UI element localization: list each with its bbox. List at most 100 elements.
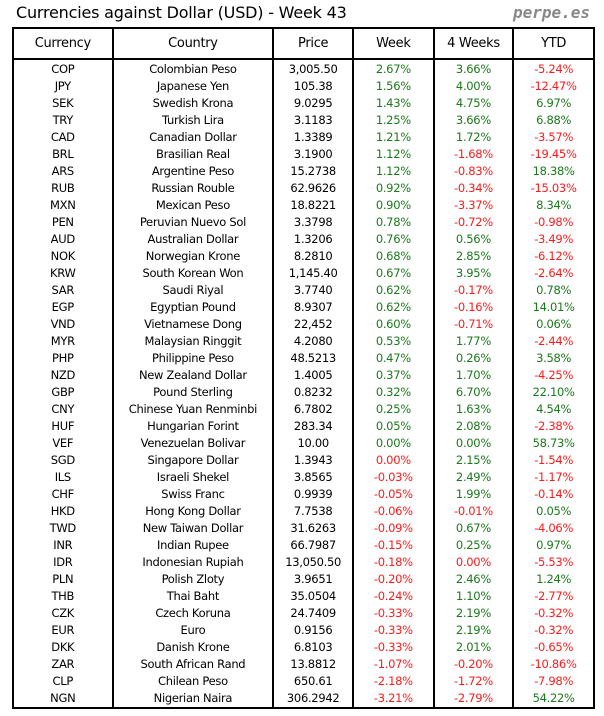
four-weeks-change: 1.72% — [432, 129, 515, 146]
four-weeks-change: 3.66% — [432, 112, 515, 129]
four-weeks-change: 1.70% — [432, 367, 515, 384]
four-weeks-change: 0.56% — [432, 231, 515, 248]
price: 3.8565 — [272, 469, 355, 486]
ytd-change: -19.45% — [512, 146, 595, 163]
week-change: -0.06% — [352, 503, 435, 520]
currency-code: CHF — [12, 486, 114, 503]
ytd-change: -4.25% — [512, 367, 595, 384]
currency-code: SAR — [12, 282, 114, 299]
table-row: CAD Canadian Dollar 1.3389 1.21% 1.72% -3.57% — [12, 129, 595, 146]
country-name: Mexican Peso — [111, 197, 275, 214]
four-weeks-change: 0.00% — [432, 435, 515, 452]
four-weeks-change: 0.25% — [432, 537, 515, 554]
four-weeks-change: 2.01% — [432, 639, 515, 656]
table-row: RUB Russian Rouble 62.9626 0.92% -0.34% -15.0… — [12, 180, 595, 197]
four-weeks-change: 6.70% — [432, 384, 515, 401]
table-row: SGD Singapore Dollar 1.3943 0.00% 2.15% -1.54… — [12, 452, 595, 469]
week-change: 0.53% — [352, 333, 435, 350]
table-row: EGP Egyptian Pound 8.9307 0.62% -0.16% 14.01% — [12, 299, 595, 316]
header-country: Country — [111, 27, 275, 60]
ytd-change: -10.86% — [512, 656, 595, 673]
currency-code: MXN — [12, 197, 114, 214]
week-change: 0.60% — [352, 316, 435, 333]
price: 8.9307 — [272, 299, 355, 316]
week-change: -0.15% — [352, 537, 435, 554]
country-name: Chinese Yuan Renminbi — [111, 401, 275, 418]
four-weeks-change: 1.10% — [432, 588, 515, 605]
week-change: -1.07% — [352, 656, 435, 673]
currency-code: SGD — [12, 452, 114, 469]
four-weeks-change: 0.67% — [432, 520, 515, 537]
ytd-change: -2.77% — [512, 588, 595, 605]
ytd-change: 6.97% — [512, 95, 595, 112]
ytd-change: 3.58% — [512, 350, 595, 367]
ytd-change: 0.06% — [512, 316, 595, 333]
price: 10.00 — [272, 435, 355, 452]
currency-code: AUD — [12, 231, 114, 248]
week-change: -0.33% — [352, 639, 435, 656]
currency-code: NOK — [12, 248, 114, 265]
table-row: BRL Brasilian Real 3.1900 1.12% -1.68% -19.45… — [12, 146, 595, 163]
ytd-change: -5.24% — [512, 59, 595, 78]
table-row: VND Vietnamese Dong 22,452 0.60% -0.71% 0.06% — [12, 316, 595, 333]
price: 0.9156 — [272, 622, 355, 639]
price: 6.8103 — [272, 639, 355, 656]
country-name: Pound Sterling — [111, 384, 275, 401]
table-row: DKK Danish Krone 6.8103 -0.33% 2.01% -0.65% — [12, 639, 595, 656]
table-row: CHF Swiss Franc 0.9939 -0.05% 1.99% -0.14% — [12, 486, 595, 503]
price: 22,452 — [272, 316, 355, 333]
country-name: Colombian Peso — [111, 59, 275, 78]
currency-code: VND — [12, 316, 114, 333]
table-row: ILS Israeli Shekel 3.8565 -0.03% 2.49% -1.17% — [12, 469, 595, 486]
table-row: THB Thai Baht 35.0504 -0.24% 1.10% -2.77% — [12, 588, 595, 605]
week-change: -3.21% — [352, 690, 435, 708]
four-weeks-change: -0.01% — [432, 503, 515, 520]
country-name: Philippine Peso — [111, 350, 275, 367]
price: 66.7987 — [272, 537, 355, 554]
week-change: 1.12% — [352, 163, 435, 180]
ytd-change: 22.10% — [512, 384, 595, 401]
four-weeks-change: 4.00% — [432, 78, 515, 95]
country-name: Hungarian Forint — [111, 418, 275, 435]
currency-code: PHP — [12, 350, 114, 367]
price: 24.7409 — [272, 605, 355, 622]
four-weeks-change: -2.79% — [432, 690, 515, 708]
price: 7.7538 — [272, 503, 355, 520]
header-4-weeks: 4 Weeks — [432, 27, 515, 60]
four-weeks-change: -0.16% — [432, 299, 515, 316]
table-row: GBP Pound Sterling 0.8232 0.32% 6.70% 22.10% — [12, 384, 595, 401]
currency-code: SEK — [12, 95, 114, 112]
ytd-change: 8.34% — [512, 197, 595, 214]
four-weeks-change: 4.75% — [432, 95, 515, 112]
ytd-change: -0.65% — [512, 639, 595, 656]
currency-code: INR — [12, 537, 114, 554]
four-weeks-change: 3.95% — [432, 265, 515, 282]
four-weeks-change: -0.34% — [432, 180, 515, 197]
country-name: Venezuelan Bolivar — [111, 435, 275, 452]
country-name: Swiss Franc — [111, 486, 275, 503]
table-row: MXN Mexican Peso 18.8221 0.90% -3.37% 8.34% — [12, 197, 595, 214]
price: 0.9939 — [272, 486, 355, 503]
four-weeks-change: 0.26% — [432, 350, 515, 367]
week-change: 0.68% — [352, 248, 435, 265]
currency-code: DKK — [12, 639, 114, 656]
four-weeks-change: 1.63% — [432, 401, 515, 418]
price: 4.2080 — [272, 333, 355, 350]
week-change: 2.67% — [352, 59, 435, 78]
ytd-change: -7.98% — [512, 673, 595, 690]
ytd-change: -2.38% — [512, 418, 595, 435]
four-weeks-change: 2.46% — [432, 571, 515, 588]
ytd-change: 0.97% — [512, 537, 595, 554]
ytd-change: -1.17% — [512, 469, 595, 486]
country-name: New Zealand Dollar — [111, 367, 275, 384]
four-weeks-change: -0.83% — [432, 163, 515, 180]
price: 0.8232 — [272, 384, 355, 401]
ytd-change: -2.44% — [512, 333, 595, 350]
country-name: Egyptian Pound — [111, 299, 275, 316]
currency-code: EUR — [12, 622, 114, 639]
ytd-change: -6.12% — [512, 248, 595, 265]
country-name: Vietnamese Dong — [111, 316, 275, 333]
four-weeks-change: 2.15% — [432, 452, 515, 469]
table-row: EUR Euro 0.9156 -0.33% 2.19% -0.32% — [12, 622, 595, 639]
four-weeks-change: -0.17% — [432, 282, 515, 299]
